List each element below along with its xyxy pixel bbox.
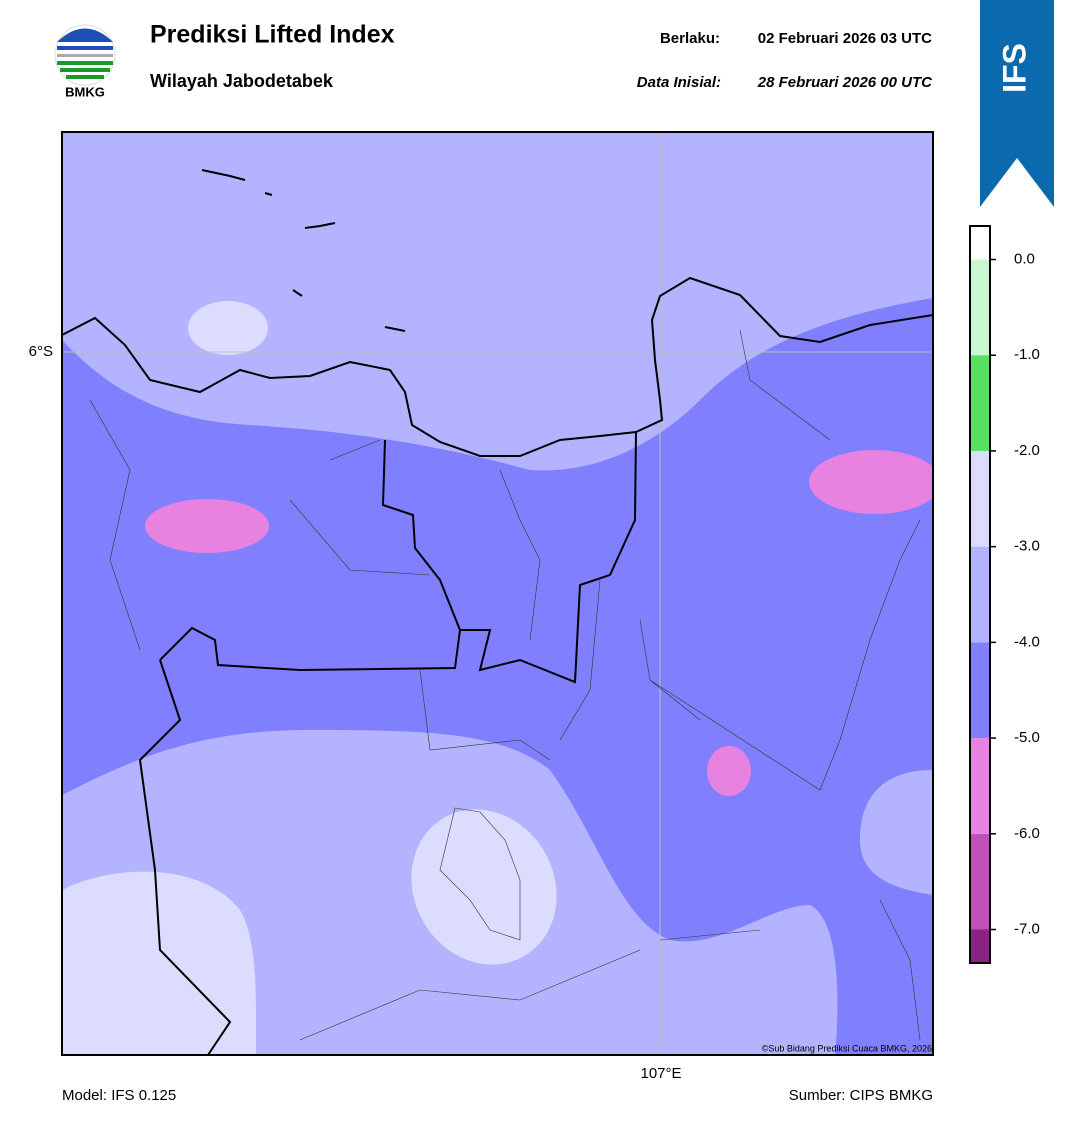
credit: ©Sub Bidang Prediksi Cuaca BMKG, 2026 bbox=[762, 1043, 932, 1053]
color-band bbox=[970, 546, 990, 643]
model: Model: IFS 0.125 bbox=[62, 1087, 176, 1104]
tick-label: 0.0 bbox=[1014, 250, 1035, 267]
source: Sumber: CIPS BMKG bbox=[789, 1087, 933, 1104]
valid-label: Berlaku: bbox=[660, 30, 720, 47]
subtitle: Wilayah Jabodetabek bbox=[150, 71, 334, 91]
tick-label: -2.0 bbox=[1014, 442, 1040, 459]
color-band bbox=[970, 355, 990, 451]
color-band bbox=[970, 450, 990, 547]
logo: BMKG bbox=[54, 24, 116, 99]
logo-text: BMKG bbox=[65, 84, 105, 99]
init-time: 28 Februari 2026 00 UTC bbox=[757, 74, 933, 91]
color-band bbox=[970, 929, 990, 963]
tick-label: -5.0 bbox=[1014, 729, 1040, 746]
tick-label: -3.0 bbox=[1014, 538, 1040, 555]
badge-text: IFS bbox=[996, 43, 1032, 93]
title: Prediksi Lifted Index bbox=[150, 21, 395, 49]
map: ©Sub Bidang Prediksi Cuaca BMKG, 2026 bbox=[62, 132, 933, 1055]
init-label: Data Inisial: bbox=[637, 74, 721, 91]
valid-time: 02 Februari 2026 03 UTC bbox=[758, 30, 932, 47]
map-frame bbox=[61, 131, 934, 1056]
color-band bbox=[970, 226, 990, 260]
tick-label: -1.0 bbox=[1014, 346, 1040, 363]
lon-label: 107°E bbox=[640, 1065, 681, 1082]
color-band bbox=[970, 259, 990, 356]
lat-label: 6°S bbox=[29, 343, 53, 360]
tick-label: -7.0 bbox=[1014, 920, 1040, 937]
tick-label: -6.0 bbox=[1014, 825, 1040, 842]
color-band bbox=[970, 642, 990, 739]
colorbar: 0.0 -1.0 -2.0 -3.0 -4.0 -5.0 -6.0 -7.0 bbox=[969, 225, 1040, 964]
tick-label: -4.0 bbox=[1014, 633, 1040, 650]
color-band bbox=[970, 833, 990, 930]
color-band bbox=[970, 738, 990, 834]
colorbar-frame bbox=[969, 225, 991, 964]
badge bbox=[980, 0, 1054, 207]
